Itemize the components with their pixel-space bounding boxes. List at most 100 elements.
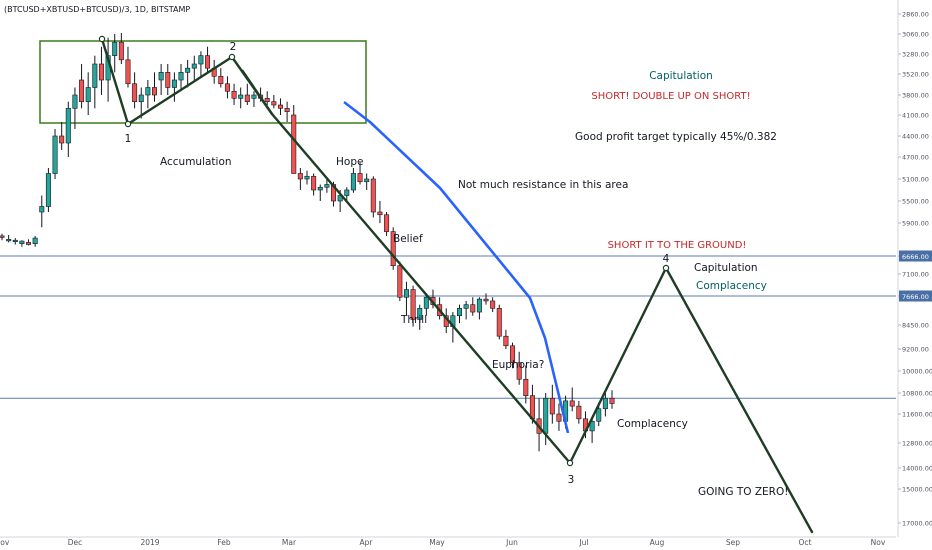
y-tick-label: 11600.00 [902, 411, 932, 419]
y-tick-label: 4100.00 [902, 112, 929, 120]
candle-body [231, 90, 237, 99]
candle [152, 72, 158, 102]
candle-body [523, 378, 529, 396]
y-tick-label: 12800.00 [902, 440, 932, 448]
pattern-point-marker-1 [124, 120, 132, 128]
zero-label: GOING TO ZERO! [698, 486, 788, 498]
candle-body [138, 94, 144, 102]
candle [364, 173, 370, 190]
pattern-connector [241, 69, 273, 115]
candle [596, 406, 602, 427]
candle-body [609, 397, 615, 404]
candle [105, 37, 111, 102]
candle [92, 55, 98, 109]
candle [218, 68, 224, 88]
candle [165, 64, 171, 95]
candle [470, 297, 476, 316]
pattern-point-marker-0 [98, 35, 106, 43]
candle [417, 304, 423, 330]
x-tick-label: Aug [650, 538, 665, 547]
candle-body [178, 72, 184, 81]
candle-body [6, 239, 12, 242]
candle [377, 201, 383, 223]
candle-body [32, 237, 38, 244]
x-tick-label: Jul [578, 538, 588, 547]
candle-body [171, 79, 177, 88]
pattern-point-marker-4 [662, 264, 670, 272]
x-tick-label: Dec [68, 538, 83, 547]
candle-body [185, 67, 191, 73]
annotations: Accumulation Hope Belief Thrill Euphoria? Com… [125, 41, 789, 498]
candle-body [510, 345, 516, 364]
candle [72, 87, 78, 129]
accumulation-label: Accumulation [160, 156, 232, 168]
candle-body [589, 420, 595, 432]
candle-body [218, 75, 224, 85]
candle [549, 384, 555, 424]
candle [516, 351, 522, 385]
candle [171, 72, 177, 102]
candle [231, 83, 237, 105]
candle-body [277, 104, 283, 109]
candle [271, 95, 277, 109]
price-tag: 7666.00 [899, 290, 932, 302]
x-tick-label: May [429, 538, 445, 547]
accumulation-box [39, 40, 367, 124]
x-tick-label: Mar [282, 538, 297, 547]
x-tick-label: Jun [505, 538, 518, 547]
candle-body [377, 211, 383, 216]
candle [65, 101, 71, 157]
candle-body [238, 94, 244, 99]
x-tick-label: Oct [799, 538, 812, 547]
candle [390, 227, 396, 270]
y-tick-label: 7100.00 [902, 271, 929, 279]
y-axis: 2860.00 3060.00 3280.00 3520.00 3800.00 4100.… [897, 0, 932, 537]
candle [0, 233, 5, 241]
candle-body [39, 206, 45, 213]
candle [19, 240, 25, 247]
candle-body [244, 94, 250, 102]
candle-body [19, 240, 25, 244]
candle [145, 80, 151, 109]
y-tick-label: 4400.00 [902, 133, 929, 141]
candle-body [0, 235, 5, 238]
x-axis: Nov Dec 2019 Feb Mar Apr May Jun Jul Aug Sep Oct Nov [0, 536, 896, 547]
pattern-segment-3 [270, 112, 572, 465]
pattern-point-marker-2 [228, 53, 236, 61]
candle-body [125, 59, 131, 85]
candle-body [350, 173, 356, 191]
candle [79, 64, 85, 109]
candle [205, 46, 211, 73]
candle-body [357, 173, 363, 183]
candle [523, 365, 529, 404]
short-header: SHORT! DOUBLE UP ON SHORT! [591, 91, 750, 102]
candle-body [191, 63, 197, 69]
pattern-segment-5 [664, 266, 814, 534]
capitulation-header: Capitulation [649, 70, 713, 82]
candle [39, 195, 45, 228]
cycle-pattern [98, 35, 814, 534]
euphoria-label: Euphoria? [492, 359, 544, 371]
candle-body [132, 83, 138, 102]
candle [556, 403, 562, 431]
candle [384, 212, 390, 236]
price-tag-box [899, 250, 932, 262]
point-label-3: 3 [568, 474, 575, 486]
candle-body [370, 178, 376, 213]
candle [496, 304, 502, 340]
candle [609, 390, 615, 409]
y-tick-label: 3520.00 [902, 71, 929, 79]
thrill-label: Thrill [400, 314, 427, 326]
candle [602, 393, 608, 417]
candle-body [470, 304, 476, 313]
candle [397, 261, 403, 301]
candle-body [112, 41, 118, 56]
candle [324, 179, 330, 193]
candle [224, 76, 230, 99]
candle [52, 129, 58, 179]
candle [6, 235, 12, 243]
candle-body [251, 94, 257, 99]
capitulation-label: Capitulation [694, 262, 758, 274]
candle [211, 59, 217, 84]
